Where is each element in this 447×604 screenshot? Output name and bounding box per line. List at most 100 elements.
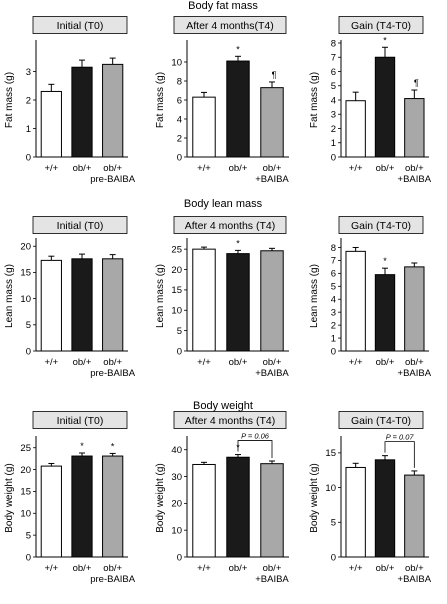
bar-2 bbox=[260, 250, 284, 352]
category-label: ob/+ bbox=[103, 163, 122, 174]
bar-0 bbox=[192, 463, 216, 558]
panel-1-2: Gain (T4-T0) 0 1 2 34 5 6 7 8 Lean mass (g) +/+ * ob… bbox=[309, 216, 432, 379]
category-label: ob/+ bbox=[229, 563, 248, 574]
category-label: +/+ bbox=[44, 357, 58, 368]
y-tick-label: 4 bbox=[331, 295, 336, 306]
significance-mark: * bbox=[383, 256, 387, 266]
panel-title: Initial (T0) bbox=[57, 415, 104, 427]
y-tick-label: 6 bbox=[177, 95, 182, 106]
y-tick-label: 0 bbox=[331, 346, 336, 357]
bar-1 bbox=[226, 456, 250, 558]
category-label: ob/+ bbox=[405, 357, 424, 368]
y-axis-label: Lean mass (g) bbox=[309, 264, 320, 328]
category-label: +/+ bbox=[197, 563, 211, 574]
y-tick-label: 8 bbox=[177, 76, 182, 87]
y-tick-label: 6 bbox=[331, 67, 336, 78]
panel-title-box bbox=[32, 16, 128, 34]
panel-title: Gain (T4-T0) bbox=[351, 415, 411, 427]
section-2: Body weight Initial (T0) 0 5 10 15 20 25 Body we… bbox=[4, 400, 432, 585]
panel-2-2: Gain (T4-T0) 0 5 10 15 Body weight (g) +/+ ob/+… bbox=[309, 411, 432, 585]
category-label: ob/+ bbox=[405, 563, 424, 574]
category-label: ob/+ bbox=[376, 563, 395, 574]
category-label: ob/+ bbox=[73, 357, 92, 368]
panel-title: Initial (T0) bbox=[57, 220, 104, 232]
category-label: ob/+ bbox=[229, 357, 248, 368]
panel-title-box bbox=[32, 216, 128, 234]
y-tick-label: 8 bbox=[331, 243, 336, 254]
panel-title-box bbox=[338, 411, 424, 429]
category-label: pre-BAIBA bbox=[90, 174, 136, 185]
y-tick-label: 1 bbox=[331, 333, 336, 344]
panel-title: After 4 months (T4) bbox=[185, 220, 275, 232]
y-tick-label: 5 bbox=[26, 320, 31, 331]
bar-0 bbox=[345, 466, 366, 558]
y-axis-label: Lean mass (g) bbox=[155, 264, 166, 328]
y-tick-label: 0 bbox=[331, 552, 336, 563]
panel-title: Gain (T4-T0) bbox=[351, 220, 411, 232]
panel-2-1: After 4 months (T4) 0 10 20 30 40 Body weight … bbox=[155, 411, 289, 585]
panel-title-box bbox=[338, 16, 424, 34]
y-tick-label: 30 bbox=[171, 472, 182, 483]
category-label: pre-BAIBA bbox=[90, 574, 136, 585]
y-tick-label: 0 bbox=[177, 152, 182, 163]
significance-mark: * bbox=[236, 238, 240, 248]
panel-title: After 4 months(T4) bbox=[186, 20, 274, 32]
y-tick-label: 0 bbox=[26, 552, 31, 563]
y-tick-label: 20 bbox=[20, 465, 31, 476]
y-tick-label: 5 bbox=[177, 326, 182, 337]
category-label: pre-BAIBA bbox=[90, 368, 136, 379]
section-title: Body lean mass bbox=[184, 198, 263, 210]
y-axis-label: Fat mass (g) bbox=[309, 72, 320, 128]
panel-title-box bbox=[173, 411, 287, 429]
y-tick-label: 25 bbox=[20, 443, 31, 454]
bar-1 bbox=[374, 56, 396, 158]
y-tick-label: 15 bbox=[325, 448, 336, 459]
bar-1 bbox=[71, 455, 93, 558]
y-tick-label: 4 bbox=[331, 95, 336, 106]
y-tick-label: 0 bbox=[26, 152, 31, 163]
y-tick-label: 2 bbox=[331, 320, 336, 331]
bar-2 bbox=[102, 455, 124, 558]
bar-2 bbox=[102, 63, 124, 158]
y-axis-label: Fat mass (g) bbox=[4, 72, 15, 128]
y-tick-label: 15 bbox=[20, 268, 31, 279]
category-label: ob/+ bbox=[376, 357, 395, 368]
category-label: +/+ bbox=[44, 563, 58, 574]
significance-mark: * bbox=[236, 44, 240, 54]
panel-title: Initial (T0) bbox=[57, 20, 104, 32]
category-label: +BAIBA bbox=[255, 574, 289, 585]
panel-title: After 4 months (T4) bbox=[185, 415, 275, 427]
y-tick-label: 20 bbox=[171, 265, 182, 276]
y-tick-label: 2 bbox=[331, 124, 336, 135]
y-tick-label: 15 bbox=[171, 285, 182, 296]
y-tick-label: 5 bbox=[331, 518, 336, 529]
y-tick-label: 15 bbox=[20, 487, 31, 498]
bar-1 bbox=[71, 258, 93, 352]
panel-0-1: After 4 months(T4) 0 2 4 6 8 10 Fat mass (g) +/+… bbox=[155, 16, 289, 185]
y-tick-label: 10 bbox=[20, 294, 31, 305]
bar-1 bbox=[226, 60, 250, 158]
y-tick-label: 0 bbox=[331, 152, 336, 163]
panel-2-0: Initial (T0) 0 5 10 15 20 25 Body weight (g) +/+… bbox=[4, 411, 136, 585]
category-label: ob/+ bbox=[263, 563, 282, 574]
y-tick-label: 5 bbox=[331, 81, 336, 92]
bar-2 bbox=[404, 266, 425, 352]
significance-mark: ¶ bbox=[272, 70, 277, 80]
category-label: +/+ bbox=[197, 163, 211, 174]
category-label: +BAIBA bbox=[398, 174, 432, 185]
y-axis-label: Body weight (g) bbox=[309, 463, 320, 532]
y-tick-label: 3 bbox=[26, 67, 31, 78]
y-tick-label: 10 bbox=[325, 483, 336, 494]
y-tick-label: 1 bbox=[331, 138, 336, 149]
bar-2 bbox=[260, 87, 284, 158]
panel-1-0: Initial (T0) 0 5 10 15 20 Lean mass (g) +/+ ob/+… bbox=[4, 216, 136, 379]
panel-0-0: Initial (T0) 0 1 2 3 Fat mass (g) +/+ ob/+ ob/+p… bbox=[4, 16, 136, 185]
y-tick-label: 7 bbox=[331, 256, 336, 267]
category-label: ob/+ bbox=[263, 163, 282, 174]
y-tick-label: 2 bbox=[26, 95, 31, 106]
y-tick-label: 10 bbox=[171, 57, 182, 68]
category-label: +BAIBA bbox=[398, 574, 432, 585]
section-title: Body fat mass bbox=[188, 0, 258, 12]
